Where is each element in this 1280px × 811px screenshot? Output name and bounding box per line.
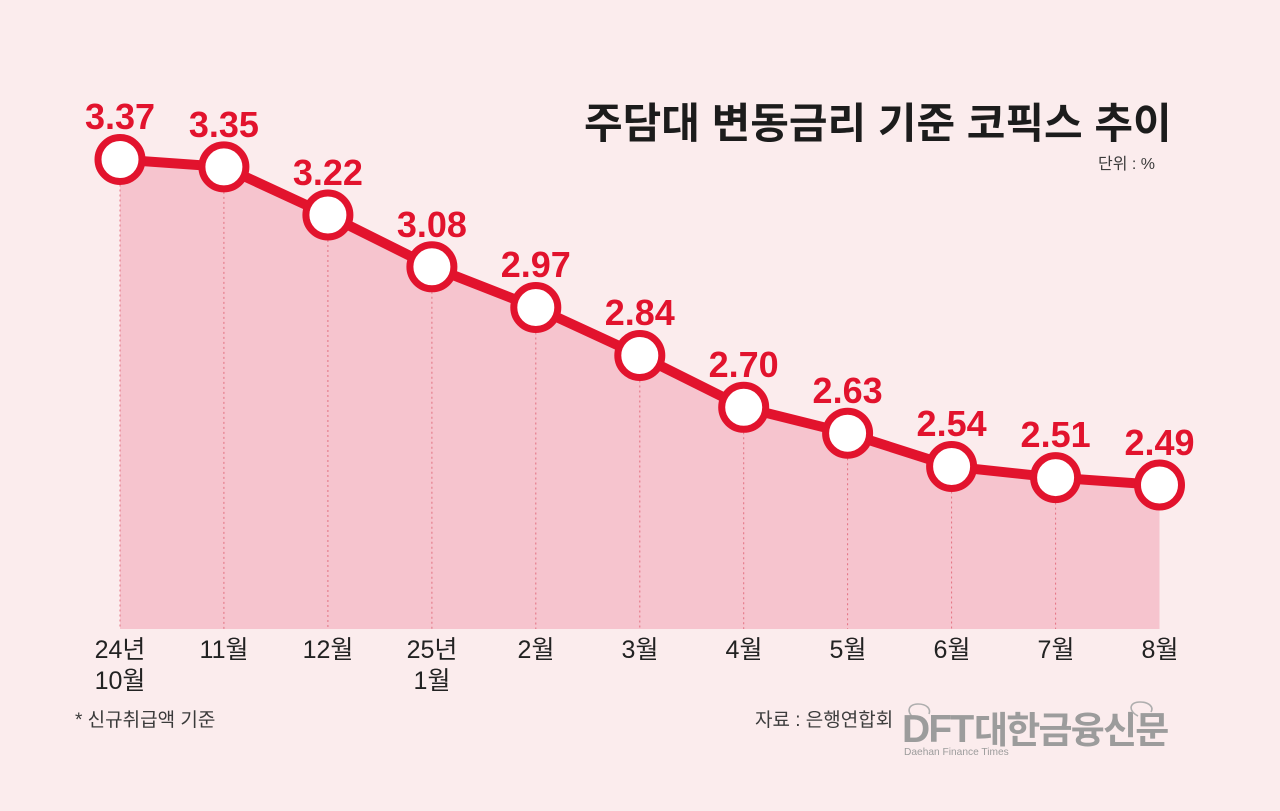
- svg-text:DFT: DFT: [902, 708, 974, 751]
- svg-text:대한금융신문: 대한금융신문: [974, 710, 1168, 751]
